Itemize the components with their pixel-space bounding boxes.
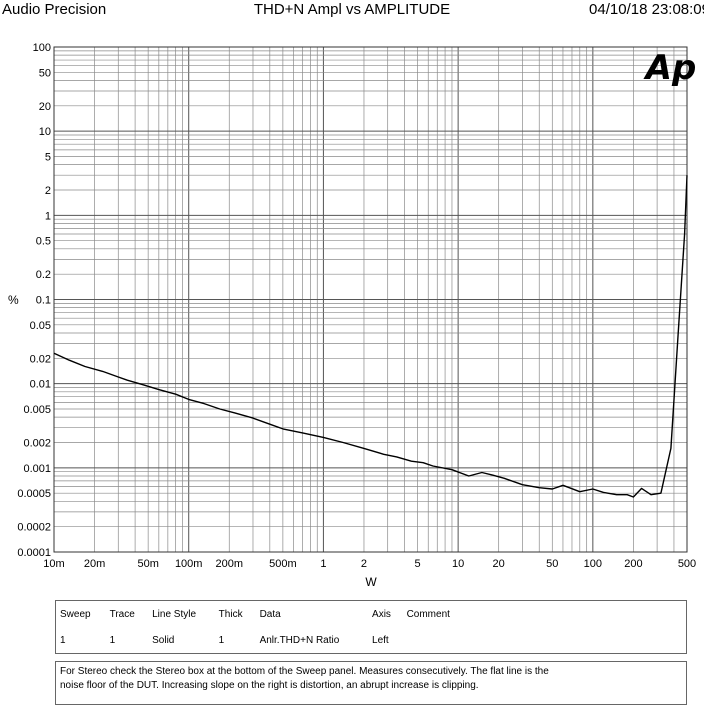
x-tick-label: 200m xyxy=(215,558,243,570)
chart-title: THD+N Ampl vs AMPLITUDE xyxy=(253,1,451,18)
x-tick-label: 2 xyxy=(361,558,367,570)
timestamp: 04/10/18 23:08:09 xyxy=(589,1,704,18)
app-title: Audio Precision xyxy=(2,1,107,18)
x-tick-label: 20m xyxy=(84,558,105,570)
x-axis-label: W xyxy=(365,575,377,589)
table-cell: 1 xyxy=(60,634,66,646)
table-cell: 1 xyxy=(218,634,225,646)
y-tick-label: 100 xyxy=(33,42,51,54)
col-header: Data xyxy=(259,608,281,620)
ap-logo: Ap xyxy=(643,48,697,88)
y-tick-label: 10 xyxy=(39,126,51,138)
y-tick-label: 0.2 xyxy=(36,269,51,281)
x-axis-ticks: 10m 20m 50m 100m 200m 500m 1 2 5 10 20 50 100 200 500 xyxy=(43,558,696,570)
plot-frame xyxy=(53,46,688,553)
y-tick-label: 20 xyxy=(39,101,51,113)
notes-box: For Stereo check the Stereo box at the b… xyxy=(55,661,687,705)
y-axis-ticks: 100 50 20 10 5 2 1 0.5 0.2 0.1 0.05 0.02 0.01 0.005 0.… xyxy=(17,42,51,559)
x-tick-label: 50m xyxy=(137,558,158,570)
col-header: Thick xyxy=(218,608,243,620)
y-tick-label: 0.05 xyxy=(30,320,51,332)
y-tick-label: 0.0001 xyxy=(17,547,51,559)
table-cell: Anlr.THD+N Ratio xyxy=(259,634,340,646)
col-header: Trace xyxy=(109,608,135,620)
chart-grid xyxy=(53,46,688,553)
table-row: 1 1 Solid 1 Anlr.THD+N Ratio Left xyxy=(56,627,687,654)
series-group xyxy=(53,175,688,498)
y-tick-label: 0.01 xyxy=(30,379,51,391)
x-tick-label: 500m xyxy=(269,558,297,570)
x-tick-label: 500 xyxy=(678,558,696,570)
x-tick-label: 50 xyxy=(546,558,558,570)
y-axis-label: % xyxy=(8,293,19,307)
table-cell: Left xyxy=(372,634,389,646)
y-tick-label: 1 xyxy=(45,210,51,222)
y-tick-label: 0.0005 xyxy=(17,488,51,500)
y-tick-label: 5 xyxy=(45,152,51,164)
y-tick-label: 0.02 xyxy=(30,353,51,365)
col-header: Sweep xyxy=(60,608,91,620)
col-header: Axis xyxy=(372,608,391,620)
table-cell: 1 xyxy=(109,634,116,646)
y-tick-label: 2 xyxy=(45,185,51,197)
y-tick-label: 0.1 xyxy=(36,295,51,307)
x-tick-label: 10m xyxy=(43,558,64,570)
table-cell: Solid xyxy=(152,634,175,646)
note-line: noise floor of the DUT. Increasing slope… xyxy=(60,680,479,691)
x-tick-label: 100m xyxy=(175,558,203,570)
x-tick-label: 5 xyxy=(415,558,421,570)
y-tick-label: 0.001 xyxy=(23,463,51,475)
y-tick-label: 0.5 xyxy=(36,236,51,248)
y-tick-label: 0.002 xyxy=(23,437,51,449)
x-tick-label: 100 xyxy=(584,558,602,570)
note-line: For Stereo check the Stereo box at the b… xyxy=(60,666,549,677)
y-tick-label: 0.0002 xyxy=(17,522,51,534)
table-cell xyxy=(403,627,687,654)
x-tick-label: 1 xyxy=(320,558,326,570)
x-tick-label: 200 xyxy=(624,558,642,570)
x-tick-label: 20 xyxy=(493,558,505,570)
y-tick-label: 0.005 xyxy=(23,404,51,416)
col-header: Line Style xyxy=(152,608,197,620)
series-line xyxy=(53,175,688,498)
thd-chart: 10m 20m 50m 100m 200m 500m 1 2 5 10 20 50 100 200 500 … xyxy=(8,42,697,589)
x-tick-label: 10 xyxy=(452,558,464,570)
y-tick-label: 50 xyxy=(39,67,51,79)
sweep-table-header: Sweep Trace Line Style Thick Data Axis C… xyxy=(56,601,687,628)
sweep-table: Sweep Trace Line Style Thick Data Axis C… xyxy=(55,600,687,654)
col-header: Comment xyxy=(406,608,450,620)
